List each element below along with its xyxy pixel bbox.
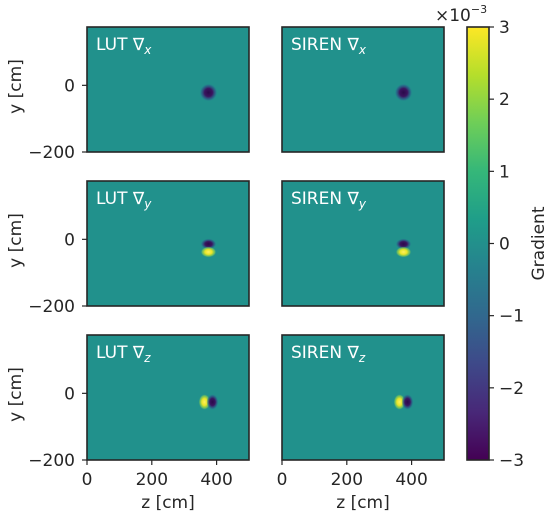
x-tick-label: 0 bbox=[277, 470, 288, 490]
gradient-spot-bright bbox=[395, 246, 412, 258]
panel-lut-grad-y: LUT ∇y 0 −200 y [cm] bbox=[6, 180, 250, 317]
panel-title-prefix: SIREN ∇ bbox=[291, 343, 359, 363]
panel-frame bbox=[281, 180, 445, 307]
panel-background bbox=[87, 181, 249, 306]
colorbar-tick-label: 1 bbox=[499, 162, 510, 182]
colorbar-scale-exponent: −3 bbox=[471, 3, 487, 16]
gradient-spot-dark bbox=[206, 394, 219, 410]
panel-siren-grad-y: SIREN ∇y bbox=[281, 180, 445, 307]
gradient-spot-dark bbox=[401, 394, 414, 410]
panel-title-prefix: LUT ∇ bbox=[96, 35, 145, 55]
y-axis-label: y [cm] bbox=[6, 213, 26, 268]
panel-title-subscript: y bbox=[143, 197, 152, 211]
y-axis-label: y [cm] bbox=[6, 367, 26, 422]
gradient-spot-bright bbox=[200, 246, 217, 258]
x-tick-label: 200 bbox=[331, 470, 363, 490]
panel-title-prefix: LUT ∇ bbox=[96, 343, 145, 363]
panel-frame bbox=[86, 180, 250, 307]
panel-title-prefix: SIREN ∇ bbox=[291, 35, 359, 55]
colorbar-tick-label: 3 bbox=[499, 18, 510, 38]
gradient-spot-dark bbox=[395, 238, 412, 250]
y-axis-label: y [cm] bbox=[6, 59, 26, 114]
colorbar-scale-base: ×10 bbox=[435, 6, 471, 26]
colorbar-tick-label: 2 bbox=[499, 90, 510, 110]
gradient-spot-dark bbox=[200, 238, 217, 250]
panel-background bbox=[282, 181, 444, 306]
colorbar-label: Gradient bbox=[529, 206, 549, 280]
panel-frame bbox=[281, 334, 445, 461]
x-axis-label: z [cm] bbox=[141, 493, 195, 513]
x-axis-label: z [cm] bbox=[336, 493, 390, 513]
gradient-spot-dark bbox=[394, 83, 413, 102]
panel-title-subscript: z bbox=[143, 351, 151, 365]
panel-title-subscript: z bbox=[358, 351, 366, 365]
panel-frame bbox=[86, 26, 250, 153]
panel-background bbox=[282, 335, 444, 460]
panel-frame bbox=[281, 26, 445, 153]
panel-title-subscript: y bbox=[358, 197, 367, 211]
y-tick-label: 0 bbox=[64, 230, 75, 250]
panel-title-subscript: x bbox=[143, 43, 152, 57]
colorbar-tick-label: 0 bbox=[499, 235, 510, 255]
y-tick-label: −200 bbox=[28, 297, 75, 317]
x-tick-label: 400 bbox=[200, 470, 232, 490]
x-tick-label: 200 bbox=[136, 470, 168, 490]
colorbar-tick-label: −1 bbox=[499, 307, 524, 327]
panel-title: SIREN ∇y bbox=[291, 189, 367, 211]
y-tick-label: −200 bbox=[28, 451, 75, 471]
panel-background bbox=[87, 27, 249, 152]
panel-title-prefix: LUT ∇ bbox=[96, 189, 145, 209]
x-tick-label: 0 bbox=[82, 470, 93, 490]
panel-title-prefix: SIREN ∇ bbox=[291, 189, 359, 209]
panel-title: LUT ∇x bbox=[96, 35, 152, 57]
gradient-spot-dark bbox=[199, 83, 218, 102]
y-tick-label: −200 bbox=[28, 143, 75, 163]
panel-siren-grad-x: SIREN ∇x bbox=[281, 26, 445, 153]
y-tick-label: 0 bbox=[64, 384, 75, 404]
panel-background bbox=[87, 335, 249, 460]
colorbar-tick-label: −3 bbox=[499, 451, 524, 471]
panel-title: SIREN ∇z bbox=[291, 343, 366, 365]
colorbar-tick-label: −2 bbox=[499, 379, 524, 399]
panel-frame bbox=[86, 334, 250, 461]
panel-lut-grad-x: LUT ∇x 0 −200 y [cm] bbox=[6, 26, 250, 163]
panel-title: SIREN ∇x bbox=[291, 35, 367, 57]
x-tick-label: 400 bbox=[395, 470, 427, 490]
panel-title: LUT ∇z bbox=[96, 343, 151, 365]
panel-title: LUT ∇y bbox=[96, 189, 152, 211]
y-tick-label: 0 bbox=[64, 76, 75, 96]
colorbar-gradient bbox=[467, 27, 489, 460]
panel-title-subscript: x bbox=[358, 43, 367, 57]
colorbar-scale-label: ×10−3 bbox=[435, 3, 487, 26]
panel-background bbox=[282, 27, 444, 152]
